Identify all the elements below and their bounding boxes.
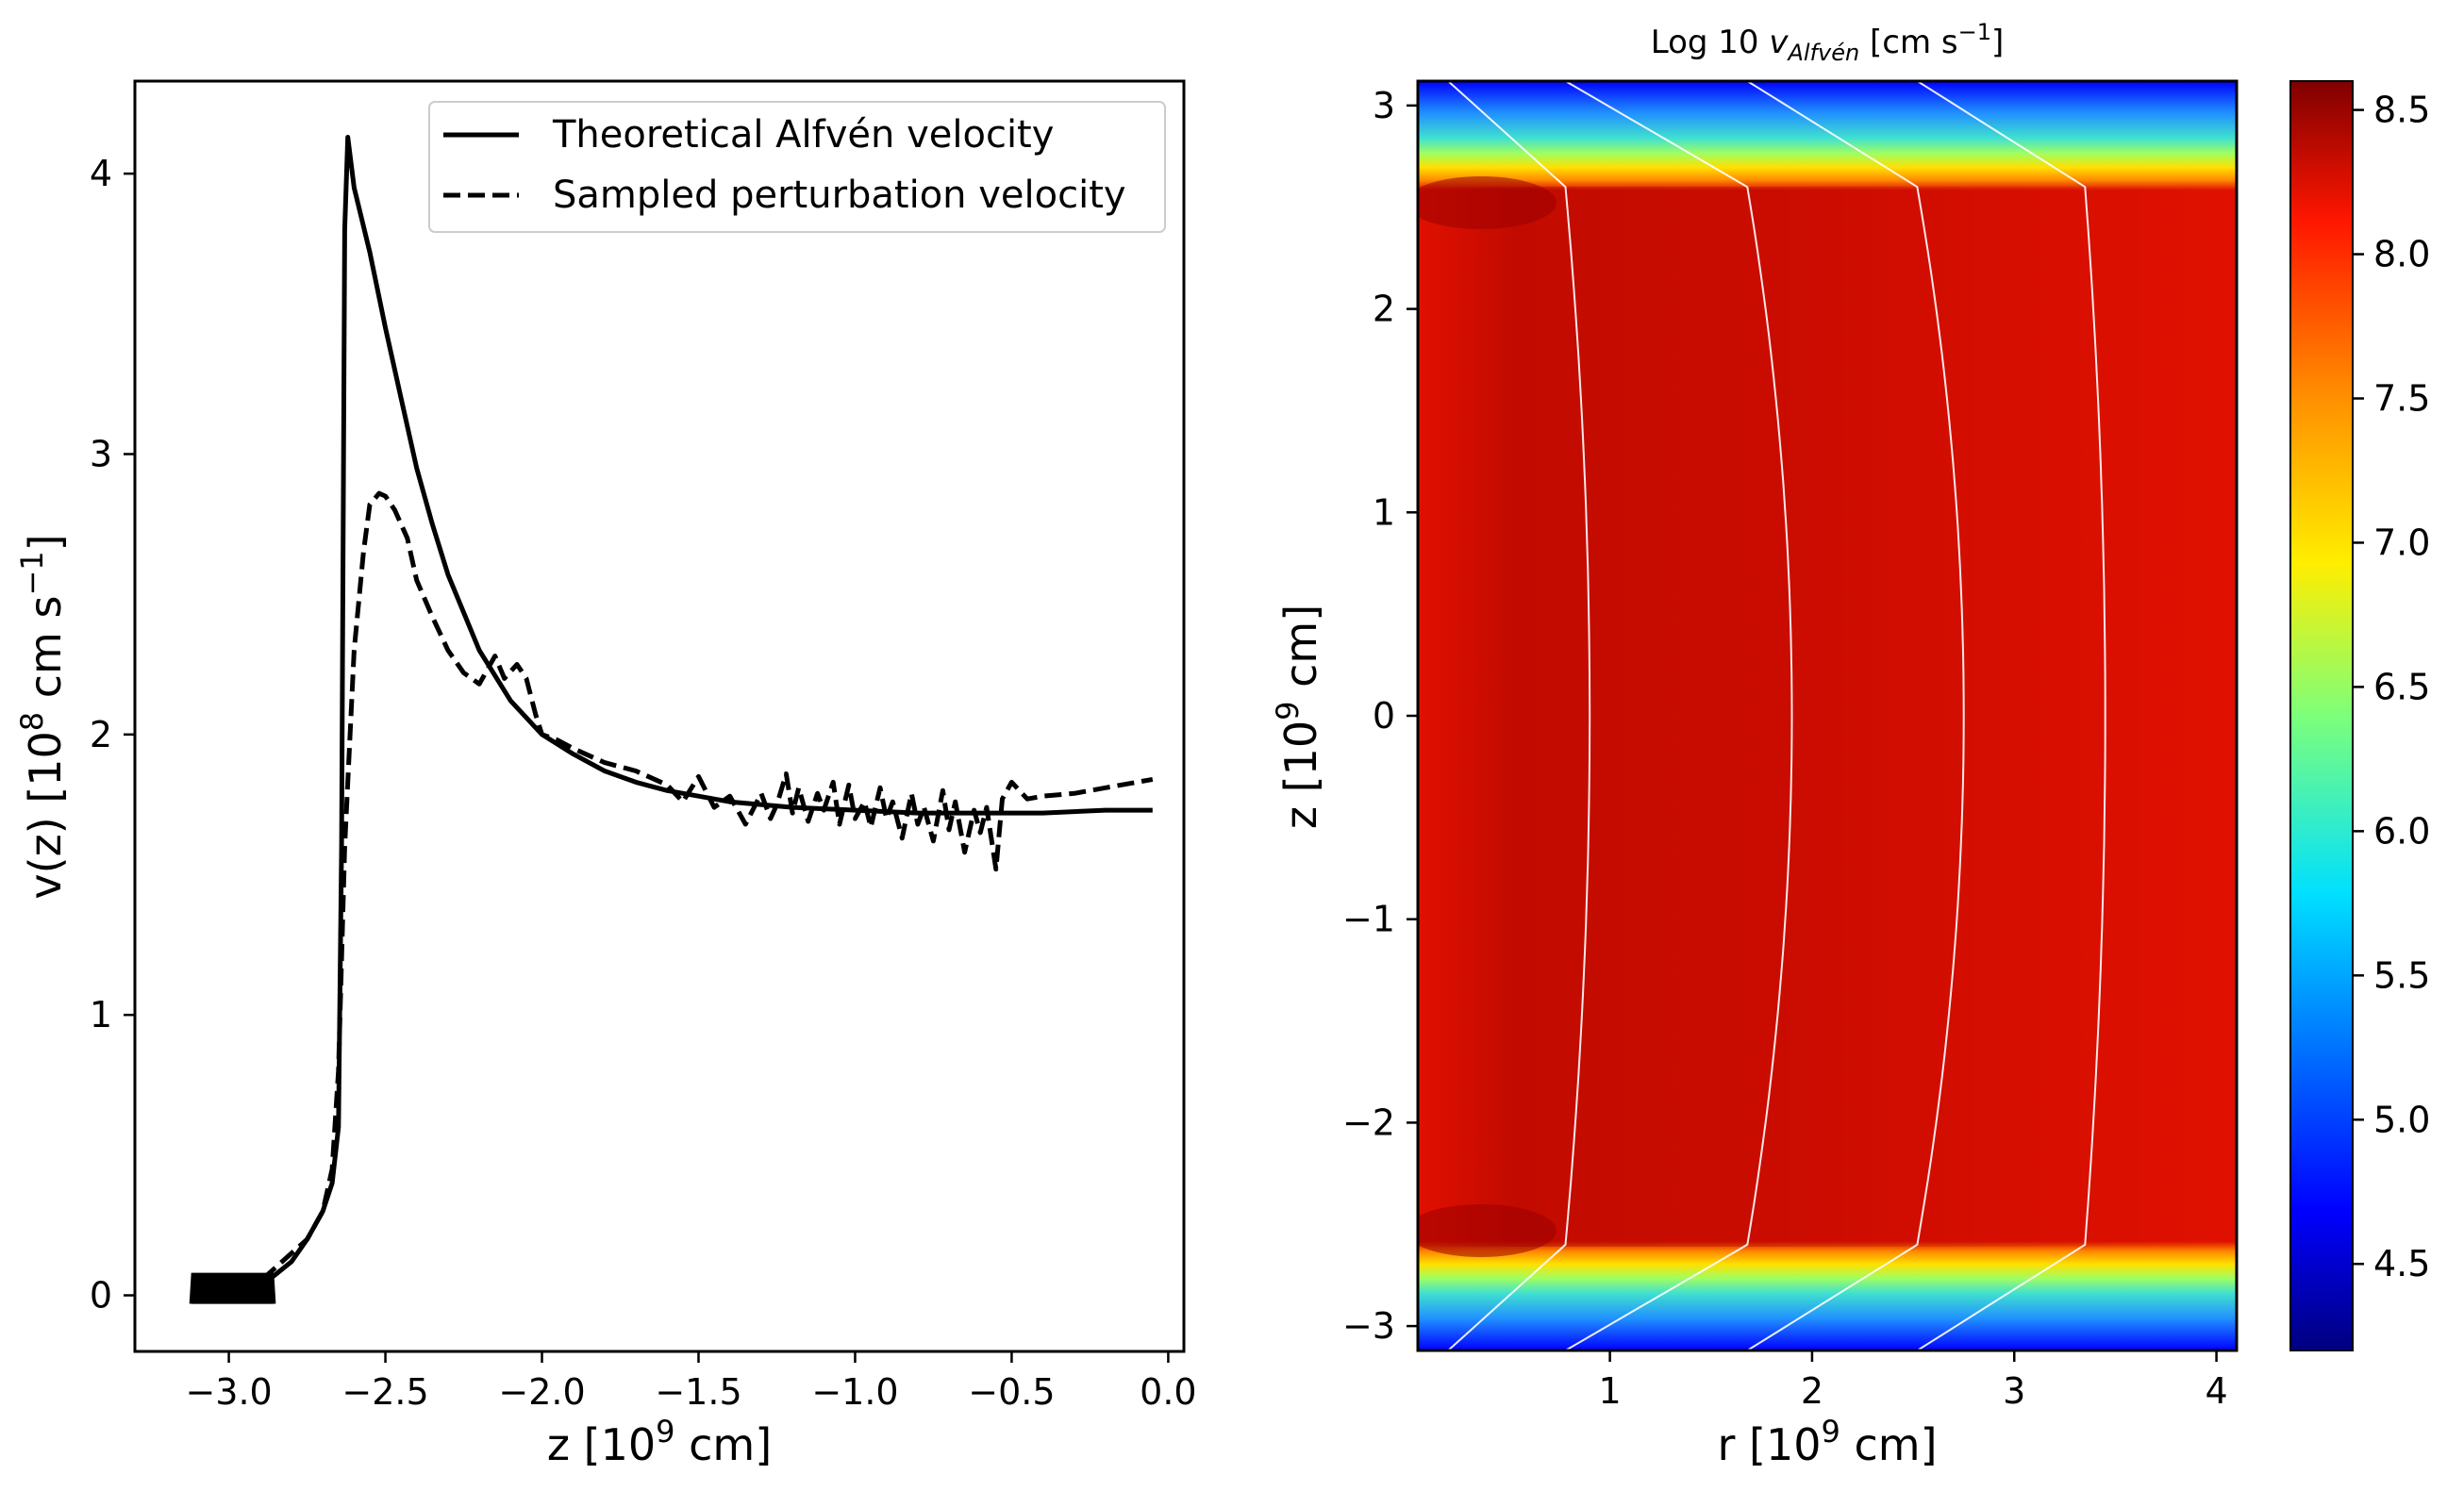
legend: Theoretical Alfvén velocity Sampled pert… [428, 101, 1166, 233]
right-y-tick-label: −1 [1342, 899, 1395, 940]
left-y-tick-label: 3 [90, 433, 112, 474]
right-x-ticks: 1 2 3 4 [1599, 1350, 2228, 1412]
left-y-tick-label: 2 [90, 714, 112, 755]
left-x-axis-label: z [109 cm] [547, 1414, 772, 1470]
left-x-tick-label: −3.0 [185, 1371, 272, 1413]
right-x-tick-label: 3 [2003, 1370, 2025, 1412]
heatmap-title: Log 10 vAlfvén [cm s−1] [1651, 19, 2005, 66]
left-x-tick-label: −2.5 [341, 1371, 428, 1413]
colorbar-tick-label: 8.5 [2373, 90, 2430, 131]
left-x-tick-label: −1.5 [655, 1371, 741, 1413]
heatmap-dark-spot-top [1418, 176, 1557, 229]
right-y-tick-label: −3 [1342, 1305, 1395, 1347]
right-y-tick-label: 1 [1373, 491, 1395, 533]
left-y-axis-label: v(z) [108 cm s−1] [14, 534, 71, 899]
left-x-tick-label: −2.0 [498, 1371, 585, 1413]
field-line [1564, 81, 1793, 1350]
right-x-tick-label: 2 [1801, 1370, 1823, 1412]
right-y-tick-label: −2 [1342, 1102, 1395, 1143]
heatmap-dark-spot-bottom [1418, 1204, 1557, 1257]
left-y-tick-label: 4 [90, 153, 112, 194]
field-line [1447, 81, 1591, 1350]
series-line-sampled [191, 490, 1154, 1296]
heatmap-dark-core [1418, 187, 2237, 1247]
right-y-tick-label: 2 [1373, 289, 1395, 330]
left-series-layer [189, 135, 1154, 1304]
left-axes-frame [133, 79, 1186, 1353]
colorbar-tick-label: 5.0 [2373, 1099, 2430, 1140]
left-y-tick-label: 0 [90, 1275, 112, 1317]
legend-label-sampled: Sampled perturbation velocity [553, 174, 1126, 217]
right-x-axis-label: r [109 cm] [1717, 1414, 1937, 1470]
left-x-tick-label: −1.0 [811, 1371, 898, 1413]
right-x-tick-label: 1 [1599, 1370, 1622, 1412]
colorbar-tick-label: 7.5 [2373, 378, 2430, 420]
colorbar-tick-label: 5.5 [2373, 954, 2430, 996]
colorbar-ticks: 4.5 5.0 5.5 6.0 6.5 7.0 7.5 8.0 8.5 [2353, 90, 2430, 1284]
field-lines [1447, 81, 2106, 1350]
right-y-tick-label: 3 [1373, 85, 1395, 126]
legend-box [428, 101, 1166, 233]
right-y-ticks: −3 −2 −1 0 1 2 3 [1342, 85, 1418, 1347]
colorbar-tick-label: 8.0 [2373, 234, 2430, 275]
colorbar-gradient [2289, 80, 2354, 1351]
colorbar-tick-label: 6.0 [2373, 810, 2430, 852]
low-velocity-oscillation [189, 1272, 276, 1304]
right-y-tick-label: 0 [1373, 695, 1395, 737]
right-x-tick-label: 4 [2205, 1370, 2227, 1412]
left-x-ticks: −3.0 −2.5 −2.0 −1.5 −1.0 −0.5 0.0 [185, 1351, 1197, 1413]
field-line [1746, 81, 1965, 1350]
colorbar: 4.5 5.0 5.5 6.0 6.5 7.0 7.5 8.0 8.5 [2289, 80, 2430, 1351]
colorbar-tick-label: 7.0 [2373, 522, 2430, 563]
line-chart: −3.0 −2.5 −2.0 −1.5 −1.0 −0.5 0.0 0 1 2 3 4 z [109… [14, 79, 1197, 1470]
legend-label-theoretical: Theoretical Alfvén velocity [552, 113, 1054, 157]
left-x-tick-label: −0.5 [968, 1371, 1055, 1413]
left-y-ticks: 0 1 2 3 4 [90, 153, 135, 1317]
field-line [1916, 81, 2106, 1350]
colorbar-tick-label: 6.5 [2373, 666, 2430, 707]
left-y-tick-label: 1 [90, 994, 112, 1035]
left-x-tick-label: 0.0 [1140, 1371, 1196, 1413]
right-y-axis-label: z [109 cm] [1270, 605, 1326, 829]
colorbar-tick-label: 4.5 [2373, 1243, 2430, 1284]
